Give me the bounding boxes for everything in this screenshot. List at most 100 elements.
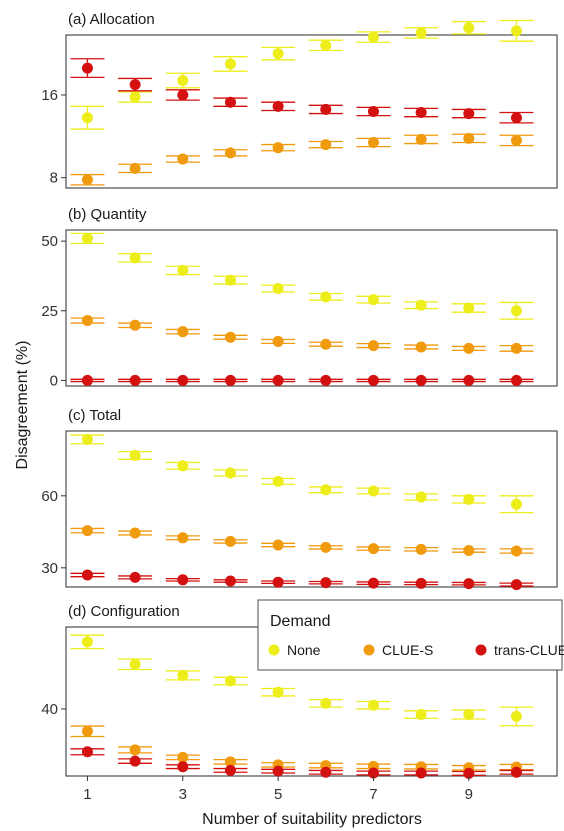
data-point [224, 467, 236, 479]
y-axis-title: Disagreement (%) [14, 341, 31, 470]
data-point [272, 539, 284, 551]
data-point [415, 107, 427, 119]
data-point [320, 374, 332, 386]
data-point [224, 274, 236, 286]
y-tick-label: 25 [41, 303, 58, 320]
panel-frame [65, 430, 558, 588]
data-point [272, 283, 284, 294]
data-point [415, 133, 427, 145]
x-axis-title: Number of suitability predictors [202, 811, 422, 828]
data-point [177, 761, 189, 773]
data-point [81, 433, 93, 445]
data-point [129, 79, 141, 91]
data-point [129, 252, 141, 264]
y-tick-label: 8 [50, 170, 58, 187]
data-point [463, 22, 475, 34]
data-point [367, 294, 379, 306]
data-point [129, 91, 141, 103]
data-point [415, 491, 427, 503]
data-point [510, 498, 522, 510]
data-point [224, 374, 236, 386]
data-point [463, 132, 475, 144]
data-point [510, 25, 522, 37]
data-point [81, 174, 93, 186]
data-point [129, 449, 141, 461]
data-point [367, 543, 379, 555]
data-point [272, 374, 284, 386]
data-point [510, 134, 522, 146]
data-point [272, 335, 284, 347]
data-point [272, 48, 284, 60]
data-point [177, 89, 189, 101]
data-point [463, 709, 475, 721]
y-tick-label: 60 [41, 488, 58, 505]
data-point [129, 374, 141, 386]
data-point [320, 697, 332, 709]
data-point [367, 340, 379, 352]
data-point [415, 577, 427, 589]
data-point [463, 767, 475, 779]
panel-title: (a) Allocation [68, 11, 155, 28]
data-point [81, 525, 93, 537]
data-point [129, 571, 141, 583]
data-point [81, 112, 93, 124]
data-point [415, 543, 427, 555]
data-point [320, 577, 332, 589]
x-tick-label: 9 [465, 786, 473, 803]
data-point [129, 755, 141, 767]
data-point [320, 541, 332, 553]
legend-label: None [287, 642, 321, 658]
data-point [272, 100, 284, 112]
data-point [320, 291, 332, 303]
legend-box [257, 599, 563, 671]
data-point [320, 484, 332, 496]
data-point [320, 139, 332, 151]
data-point [177, 574, 189, 586]
panel-title: (d) Configuration [68, 603, 180, 620]
data-point [272, 576, 284, 588]
data-point [177, 669, 189, 681]
data-point [81, 315, 93, 327]
data-point [177, 153, 189, 165]
data-point [177, 326, 189, 338]
data-point [415, 709, 427, 721]
data-point [415, 27, 427, 39]
data-point [177, 264, 189, 276]
data-point [463, 545, 475, 557]
data-point [510, 766, 522, 778]
data-point [510, 342, 522, 354]
data-point [415, 341, 427, 353]
data-point [177, 751, 189, 763]
data-point [81, 636, 93, 648]
data-point [510, 545, 522, 557]
data-point [272, 686, 284, 698]
data-point [81, 746, 93, 758]
panel-frame [65, 34, 558, 189]
y-tick-label: 16 [41, 87, 58, 104]
data-point [81, 374, 93, 386]
panel-title: (b) Quantity [68, 206, 147, 223]
x-tick-label: 1 [83, 786, 91, 803]
data-point [224, 58, 236, 70]
data-point [510, 305, 522, 317]
y-tick-label: 40 [41, 701, 58, 718]
data-point [81, 725, 93, 737]
data-point [224, 764, 236, 776]
data-point [177, 532, 189, 544]
data-point [367, 577, 379, 589]
legend-marker [268, 644, 280, 656]
data-point [81, 62, 93, 74]
data-point [224, 575, 236, 587]
data-point [272, 142, 284, 154]
data-point [224, 147, 236, 159]
data-point [510, 374, 522, 386]
panel-frame [65, 229, 558, 387]
data-point [177, 460, 189, 472]
data-point [415, 374, 427, 386]
data-point [367, 767, 379, 779]
data-point [224, 535, 236, 547]
data-point [367, 699, 379, 711]
legend-title: Demand [270, 613, 330, 630]
x-tick-label: 5 [274, 786, 282, 803]
data-point [272, 765, 284, 777]
